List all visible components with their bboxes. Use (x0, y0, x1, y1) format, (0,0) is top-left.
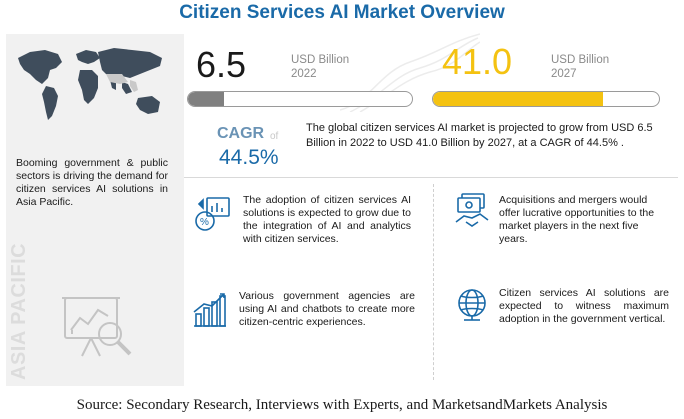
highlight-text: Various government agencies are using AI… (239, 290, 415, 328)
highlight-text: Citizen services AI solutions are expect… (499, 287, 669, 325)
market-unit-2022: USD Billion 2022 (291, 53, 349, 81)
analytics-magnifier-icon (62, 297, 132, 357)
progress-bar-2022 (187, 91, 413, 107)
unit-label: USD Billion (551, 54, 610, 66)
market-value-2022: 6.5 (196, 44, 247, 85)
region-description: Booming government & public sectors is d… (16, 157, 168, 208)
cagr-description: The global citizen services AI market is… (306, 122, 653, 149)
svg-text:%: % (200, 217, 209, 228)
dashed-divider (433, 184, 434, 380)
progress-fill-2027 (433, 92, 603, 106)
cagr-of-label: of (270, 131, 279, 142)
cagr-value: 44.5% (219, 146, 279, 169)
progress-fill-2022 (188, 92, 224, 106)
globe-icon (458, 289, 486, 321)
chatbot-growth-icon (193, 293, 226, 327)
money-handshake-icon (455, 193, 489, 227)
source-caption: Source: Secondary Research, Interviews w… (76, 397, 608, 413)
year-label: 2022 (291, 68, 317, 80)
unit-label: USD Billion (291, 54, 350, 66)
market-value-2027: 41.0 (442, 41, 513, 82)
cagr-label: CAGR (217, 125, 265, 142)
divider (184, 177, 678, 178)
region-label: ASIA PACIFIC (8, 242, 30, 380)
market-unit-2027: USD Billion 2027 (551, 53, 609, 81)
highlight-text: The adoption of citizen services AI solu… (243, 194, 411, 245)
year-label: 2027 (551, 68, 577, 80)
analytics-integration-icon: % (195, 197, 230, 231)
world-map-icon (18, 48, 162, 120)
highlight-text: Acquisitions and mergers would offer luc… (499, 194, 655, 245)
progress-bar-2027 (432, 91, 660, 107)
page-title: Citizen Services AI Market Overview (179, 2, 505, 23)
